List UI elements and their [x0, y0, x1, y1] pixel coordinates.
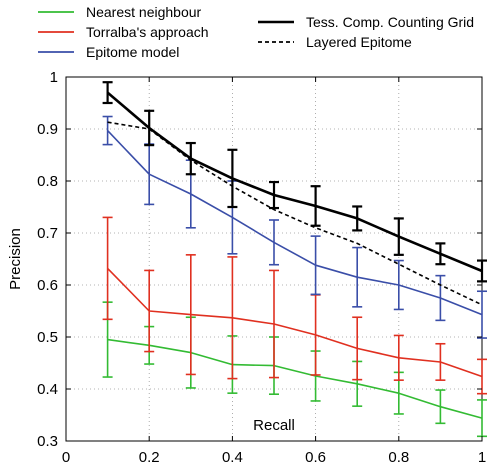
legend: Nearest neighbour Torralba's approach Epit… [38, 4, 474, 60]
y-tick-label: 1 [50, 69, 58, 86]
y-tick-label: 0.5 [37, 329, 58, 346]
series-line [107, 267, 483, 378]
y-tick-label: 0.8 [37, 173, 58, 190]
legend-item: Epitome model [38, 44, 179, 60]
legend-label: Tess. Comp. Counting Grid [306, 14, 474, 30]
x-axis-label: Recall [253, 417, 295, 434]
y-axis-label: Precision [7, 228, 24, 290]
y-tick-label: 0.7 [37, 225, 58, 242]
series-line [107, 121, 483, 306]
legend-item: Nearest neighbour [38, 4, 202, 20]
legend-item: Torralba's approach [38, 24, 209, 40]
legend-label: Epitome model [86, 44, 179, 60]
legend-label: Layered Epitome [306, 34, 412, 50]
series-line [107, 338, 483, 419]
series-layered-epitome [107, 121, 483, 306]
y-tick-label: 0.6 [37, 277, 58, 294]
plot-frame [65, 76, 483, 442]
x-tick-label: 0 [62, 449, 70, 466]
legend-item: Tess. Comp. Counting Grid [258, 14, 474, 30]
x-tick-label: 0.2 [139, 449, 160, 466]
axis-ticks: 0 0.2 0.4 0.6 0.8 1 0.3 0.4 0.5 0.6 0.7 0.8 0.9 1 [37, 69, 486, 466]
legend-item: Layered Epitome [258, 34, 412, 50]
series-torralba-s-approach [102, 216, 487, 395]
y-tick-label: 0.9 [37, 121, 58, 138]
x-tick-label: 0.8 [388, 449, 409, 466]
x-tick-label: 1 [478, 449, 486, 466]
series-epitome-model [102, 115, 487, 339]
y-tick-label: 0.4 [37, 381, 58, 398]
series-tess-comp-counting-grid [102, 81, 487, 283]
x-tick-label: 0.4 [222, 449, 243, 466]
series-line [107, 130, 483, 316]
x-tick-label: 0.6 [305, 449, 326, 466]
y-tick-label: 0.3 [37, 433, 58, 450]
series-line [106, 91, 483, 273]
series-layer [102, 81, 487, 438]
legend-label: Nearest neighbour [86, 4, 202, 20]
legend-label: Torralba's approach [86, 24, 209, 40]
